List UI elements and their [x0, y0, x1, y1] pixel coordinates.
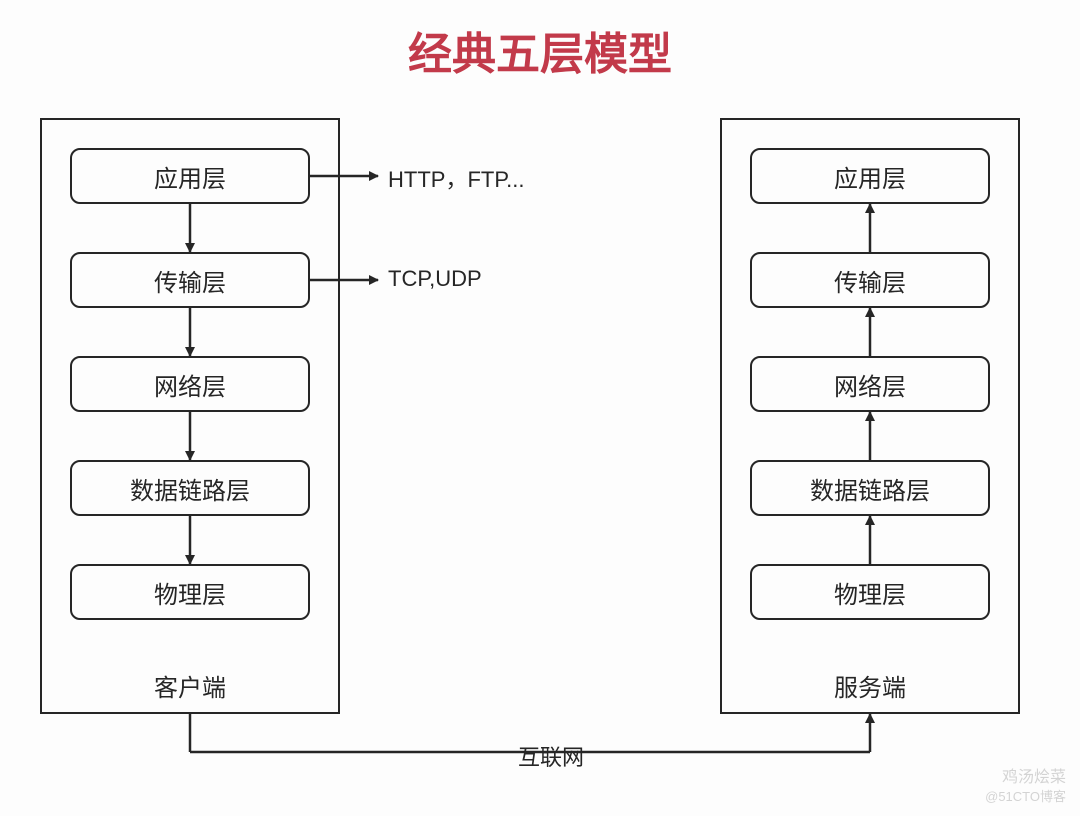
annotation-http-ftp: HTTP，FTP... — [388, 162, 525, 194]
diagram-title: 经典五层模型 — [0, 18, 1080, 82]
watermark: 鸡汤烩菜 @51CTO博客 — [985, 768, 1066, 806]
server-layer-box: 应用层 — [750, 148, 990, 204]
server-layer-box: 物理层 — [750, 564, 990, 620]
client-layer-label: 物理层 — [154, 575, 226, 610]
client-layer-box: 数据链路层 — [70, 460, 310, 516]
server-layer-label: 物理层 — [834, 575, 906, 610]
client-layer-label: 传输层 — [154, 263, 226, 298]
client-layer-label: 数据链路层 — [130, 471, 250, 506]
server-layer-box: 数据链路层 — [750, 460, 990, 516]
server-layer-box: 网络层 — [750, 356, 990, 412]
server-layer-box: 传输层 — [750, 252, 990, 308]
server-stack-container — [720, 118, 1020, 714]
server-caption: 服务端 — [720, 668, 1020, 703]
watermark-line1: 鸡汤烩菜 — [985, 768, 1066, 789]
server-layer-label: 传输层 — [834, 263, 906, 298]
server-layer-label: 网络层 — [834, 367, 906, 402]
client-stack-container — [40, 118, 340, 714]
client-layer-label: 网络层 — [154, 367, 226, 402]
client-layer-box: 应用层 — [70, 148, 310, 204]
watermark-line2: @51CTO博客 — [985, 789, 1066, 806]
client-layer-box: 物理层 — [70, 564, 310, 620]
server-layer-label: 数据链路层 — [810, 471, 930, 506]
annotation-tcp-udp: TCP,UDP — [388, 266, 482, 292]
client-layer-box: 网络层 — [70, 356, 310, 412]
client-layer-box: 传输层 — [70, 252, 310, 308]
client-layer-label: 应用层 — [154, 159, 226, 194]
server-layer-label: 应用层 — [834, 159, 906, 194]
client-caption: 客户端 — [40, 668, 340, 703]
internet-label: 互联网 — [512, 740, 590, 772]
